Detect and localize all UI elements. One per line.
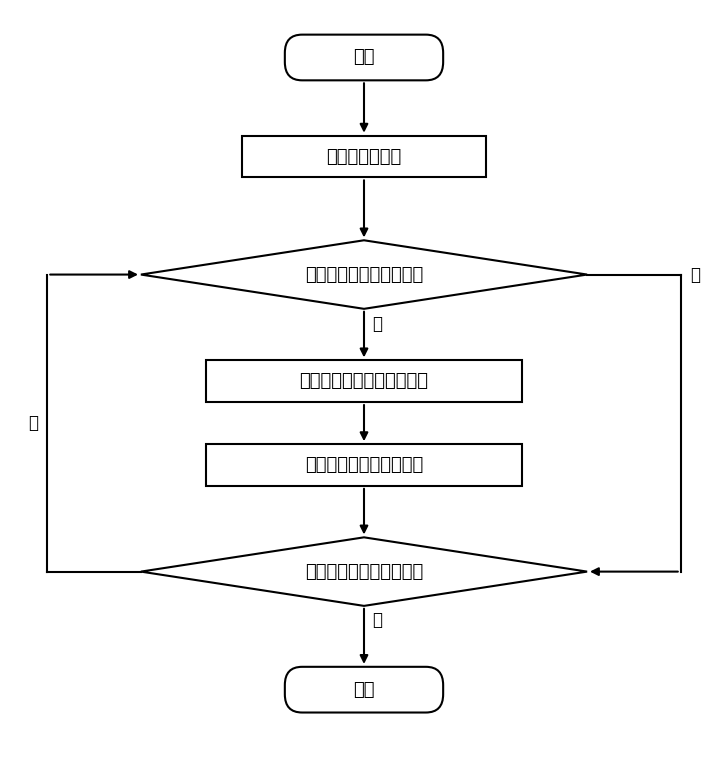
Bar xyxy=(242,136,486,177)
Text: 初始化设置参数: 初始化设置参数 xyxy=(326,148,402,166)
Text: 退出: 退出 xyxy=(353,681,375,698)
Text: 否: 否 xyxy=(690,266,700,283)
Polygon shape xyxy=(141,537,587,606)
Bar xyxy=(206,360,522,402)
Text: 采集卡向细分电路发出脉冲: 采集卡向细分电路发出脉冲 xyxy=(299,372,429,390)
FancyBboxPatch shape xyxy=(285,35,443,80)
Text: 哈特曼检测是否有离焦量: 哈特曼检测是否有离焦量 xyxy=(305,266,423,283)
FancyBboxPatch shape xyxy=(285,667,443,712)
Text: 哈特曼检测是否有离焦量: 哈特曼检测是否有离焦量 xyxy=(305,563,423,581)
Text: 开始: 开始 xyxy=(353,49,375,66)
Text: 否: 否 xyxy=(373,611,383,629)
Text: 是: 是 xyxy=(373,315,383,333)
Text: 是: 是 xyxy=(28,414,38,432)
Polygon shape xyxy=(141,240,587,309)
Bar xyxy=(206,444,522,486)
Text: 平移台移动一个设定步距: 平移台移动一个设定步距 xyxy=(305,456,423,474)
